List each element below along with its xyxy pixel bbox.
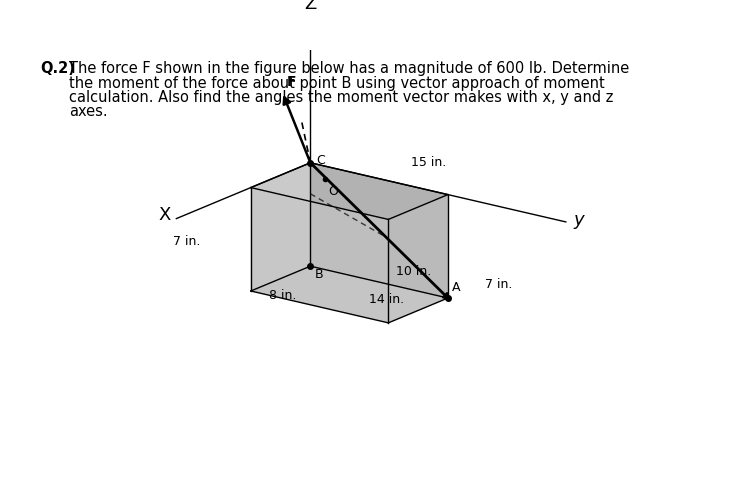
Polygon shape	[388, 194, 448, 323]
Text: 8 in.: 8 in.	[269, 290, 296, 302]
Text: 7 in.: 7 in.	[484, 278, 512, 291]
Text: 7 in.: 7 in.	[173, 235, 201, 248]
Text: A: A	[451, 282, 460, 294]
Text: the moment of the force about point B using vector approach of moment: the moment of the force about point B us…	[69, 76, 605, 90]
Polygon shape	[251, 266, 448, 323]
Text: The force F shown in the figure below has a magnitude of 600 lb. Determine: The force F shown in the figure below ha…	[69, 61, 629, 76]
Text: Q.2): Q.2)	[41, 61, 75, 76]
Text: 14 in.: 14 in.	[369, 293, 404, 306]
Text: C: C	[317, 154, 325, 168]
Polygon shape	[251, 188, 388, 323]
Text: Z: Z	[304, 0, 316, 12]
Polygon shape	[251, 163, 310, 291]
Polygon shape	[310, 163, 448, 298]
Polygon shape	[251, 163, 448, 220]
Text: y: y	[574, 211, 584, 229]
Text: calculation. Also find the angles the moment vector makes with x, y and z: calculation. Also find the angles the mo…	[69, 90, 614, 105]
Text: X: X	[158, 206, 171, 224]
Text: B: B	[315, 268, 324, 281]
Text: 15 in.: 15 in.	[411, 156, 446, 169]
Text: O: O	[329, 185, 339, 198]
Text: axes.: axes.	[69, 104, 108, 120]
Text: F: F	[287, 76, 296, 90]
Text: 10 in.: 10 in.	[396, 264, 431, 278]
